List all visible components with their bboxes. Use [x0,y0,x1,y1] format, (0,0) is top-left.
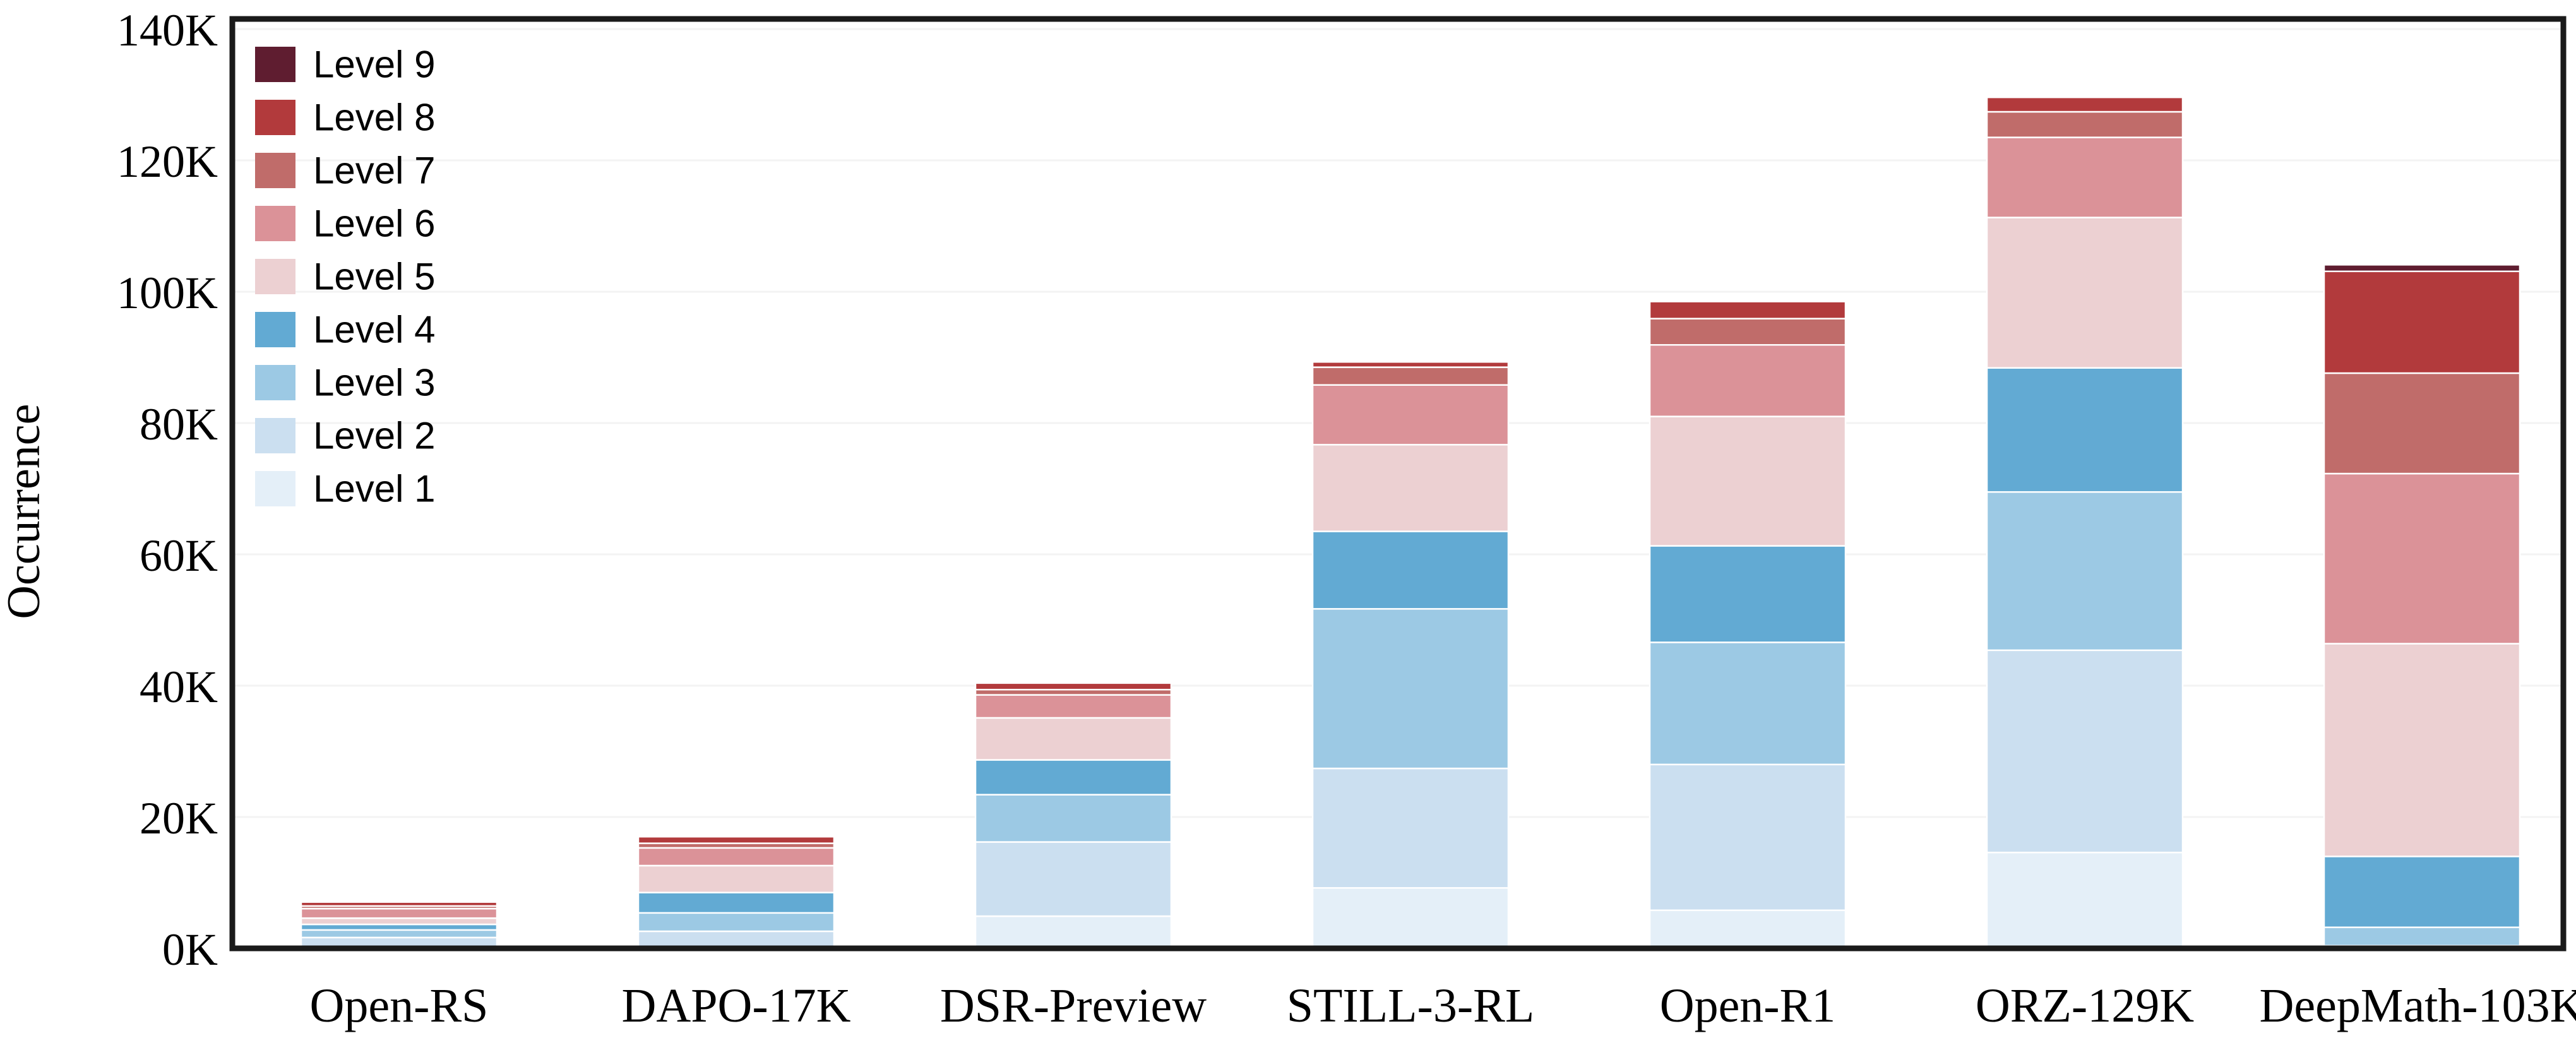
bar-segment-level-8-DeepMath-103K [2323,270,2521,374]
bar-segment-level-6-Open-R1 [1649,343,1847,417]
bar-segment-level-2-DSR-Preview [974,841,1172,917]
x-tick-label: DeepMath-103K [2260,979,2576,1032]
bar-segment-level-3-ORZ-129K [1986,491,2184,652]
bar-segment-level-7-DeepMath-103K [2323,372,2521,475]
bar-segment-level-1-STILL-3-RL [1311,887,1510,950]
bar-segment-level-3-DeepMath-103K [2323,926,2521,947]
bar-segment-level-7-STILL-3-RL [1311,366,1510,386]
bar-segment-level-6-DAPO-17K [637,847,835,867]
bar-segment-level-6-Open-RS [300,907,498,919]
y-axis-title: Occurrence [0,404,50,619]
y-tick-label: 20K [140,793,218,844]
y-tick-label: 40K [140,662,218,712]
legend-swatch-level-4 [255,312,295,347]
x-tick-label: Open-R1 [1660,979,1836,1032]
bar-segment-level-6-DSR-Preview [974,694,1172,719]
y-tick-label: 100K [117,268,218,318]
x-tick-label: ORZ-129K [1976,979,2194,1032]
bar-segment-level-4-DeepMath-103K [2323,856,2521,928]
legend-label-level-4: Level 4 [313,309,435,351]
bar-segment-level-6-DeepMath-103K [2323,472,2521,645]
legend-swatch-level-6 [255,206,295,241]
x-tick-label: STILL-3-RL [1287,979,1535,1032]
bar-segment-level-1-DSR-Preview [974,915,1172,950]
bar-segment-level-5-Open-RS [300,917,498,926]
bar-segment-level-5-DSR-Preview [974,717,1172,761]
bar-segment-level-2-STILL-3-RL [1311,767,1510,889]
x-tick-label: DSR-Preview [940,979,1207,1032]
legend-label-level-6: Level 6 [313,203,435,245]
legend-swatch-level-9 [255,47,295,82]
bar-segment-level-8-Open-RS [300,901,498,907]
legend-swatch-level-8 [255,100,295,135]
bar-segment-level-8-ORZ-129K [1986,96,2184,113]
x-tick-label: DAPO-17K [621,979,850,1032]
bar-segment-level-3-DAPO-17K [637,912,835,933]
bar-segment-level-4-STILL-3-RL [1311,530,1510,610]
bar-segment-level-7-ORZ-129K [1986,110,2184,138]
bar-segment-level-5-ORZ-129K [1986,217,2184,369]
legend-swatch-level-3 [255,365,295,400]
bar-segment-level-2-ORZ-129K [1986,649,2184,854]
bar-segment-level-3-Open-R1 [1649,641,1847,766]
legend-label-level-5: Level 5 [313,256,435,298]
legend-swatch-level-2 [255,418,295,453]
bar-segment-level-3-Open-RS [300,929,498,939]
legend-label-level-8: Level 8 [313,97,435,139]
y-tick-label: 80K [140,399,218,450]
bar-segment-level-5-DAPO-17K [637,864,835,893]
bar-segment-level-4-Open-RS [300,923,498,931]
bar-segment-level-2-Open-RS [300,936,498,948]
y-tick-label: 120K [117,136,218,187]
bar-segment-level-6-ORZ-129K [1986,136,2184,218]
legend-swatch-level-7 [255,153,295,188]
bar-segment-level-3-DSR-Preview [974,794,1172,843]
legend-label-level-9: Level 9 [313,44,435,86]
bar-segment-level-1-ORZ-129K [1986,851,2184,950]
legend-label-level-3: Level 3 [313,362,435,404]
legend-swatch-level-5 [255,259,295,294]
bar-segment-level-1-Open-R1 [1649,909,1847,950]
bar-segment-level-8-DAPO-17K [637,835,835,844]
bar-segment-level-8-Open-R1 [1649,301,1847,319]
y-tick-label: 0K [162,924,218,975]
bar-segment-level-9-DeepMath-103K [2323,264,2521,273]
bar-segment-level-2-Open-R1 [1649,763,1847,911]
legend-label-level-1: Level 1 [313,468,435,510]
bar-segment-level-4-Open-R1 [1649,545,1847,643]
bar-segment-level-4-ORZ-129K [1986,367,2184,493]
bar-segment-level-5-DeepMath-103K [2323,643,2521,857]
bar-segment-level-4-DAPO-17K [637,892,835,914]
bar-segment-level-4-DSR-Preview [974,759,1172,796]
bar-segment-level-5-STILL-3-RL [1311,444,1510,532]
x-tick-label: Open-RS [310,979,489,1032]
plot-border [229,16,2567,951]
y-tick-label: 60K [140,530,218,581]
bar-segment-level-7-Open-R1 [1649,318,1847,346]
legend-swatch-level-1 [255,471,295,506]
bar-segment-level-5-Open-R1 [1649,415,1847,547]
bar-segment-level-8-DSR-Preview [974,682,1172,691]
bar-segment-level-6-STILL-3-RL [1311,384,1510,446]
bar-segment-level-3-STILL-3-RL [1311,608,1510,770]
y-tick-label: 140K [117,5,218,56]
bar-segment-level-8-STILL-3-RL [1311,361,1510,368]
legend-label-level-7: Level 7 [313,150,435,192]
bar-segment-level-2-DAPO-17K [637,930,835,948]
legend-label-level-2: Level 2 [313,415,435,457]
